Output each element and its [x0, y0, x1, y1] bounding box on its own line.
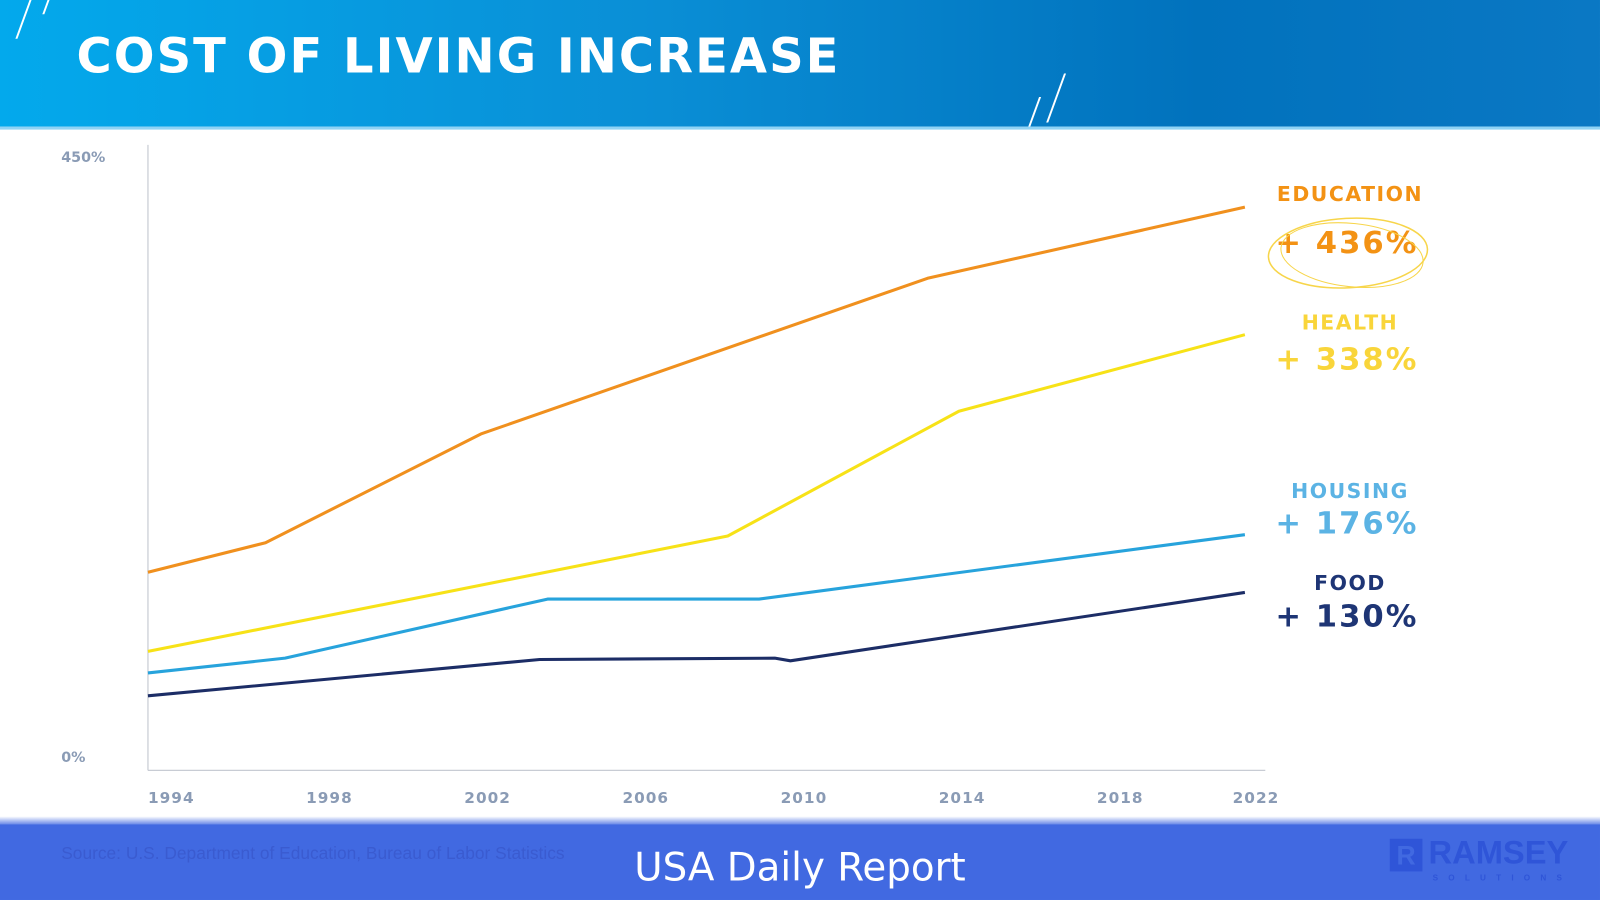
x-tick-label: 2002 [464, 789, 511, 807]
series-name-label: HEALTH [1302, 311, 1399, 335]
header-banner: COST OF LIVING INCREASE [0, 0, 1600, 127]
series-value-label: + 130% [1275, 600, 1418, 635]
series-line-education [147, 205, 1246, 574]
chart-title: COST OF LIVING INCREASE [76, 28, 841, 85]
series-name-label: FOOD [1314, 571, 1386, 595]
series-value-label: + 436% [1275, 226, 1418, 261]
ramsey-logo: R RAMSEY SOLUTIONS [1389, 833, 1594, 896]
x-tick-label: 2022 [1233, 789, 1280, 807]
highlight-circle [1267, 217, 1429, 289]
highlight-circle [1280, 222, 1424, 288]
logo-subtitle: SOLUTIONS [1432, 873, 1573, 883]
x-tick-label: 2018 [1097, 789, 1144, 807]
series-line-housing [147, 533, 1246, 675]
footer-fade [0, 816, 1600, 827]
logo-mark: R [1389, 838, 1423, 872]
source-note: Source: U.S. Department of Education, Bu… [61, 843, 565, 864]
x-tick-label: 1994 [148, 789, 195, 807]
x-tick-label: 2014 [939, 789, 986, 807]
x-tick-label: 2010 [781, 789, 828, 807]
series-name-label: EDUCATION [1277, 182, 1423, 206]
y-tick-label: 450% [61, 150, 105, 166]
series-line-health [147, 333, 1246, 653]
header-divider [0, 126, 1600, 130]
series-line-food [147, 590, 1246, 698]
x-tick-label: 2006 [622, 789, 669, 807]
footer-bar [0, 824, 1600, 900]
x-tick-label: 1998 [306, 789, 353, 807]
series-value-label: + 176% [1275, 507, 1418, 542]
series-value-label: + 338% [1275, 342, 1418, 377]
series-name-label: HOUSING [1291, 479, 1409, 503]
logo-name: RAMSEY [1428, 833, 1569, 871]
y-tick-label: 0% [61, 750, 85, 766]
